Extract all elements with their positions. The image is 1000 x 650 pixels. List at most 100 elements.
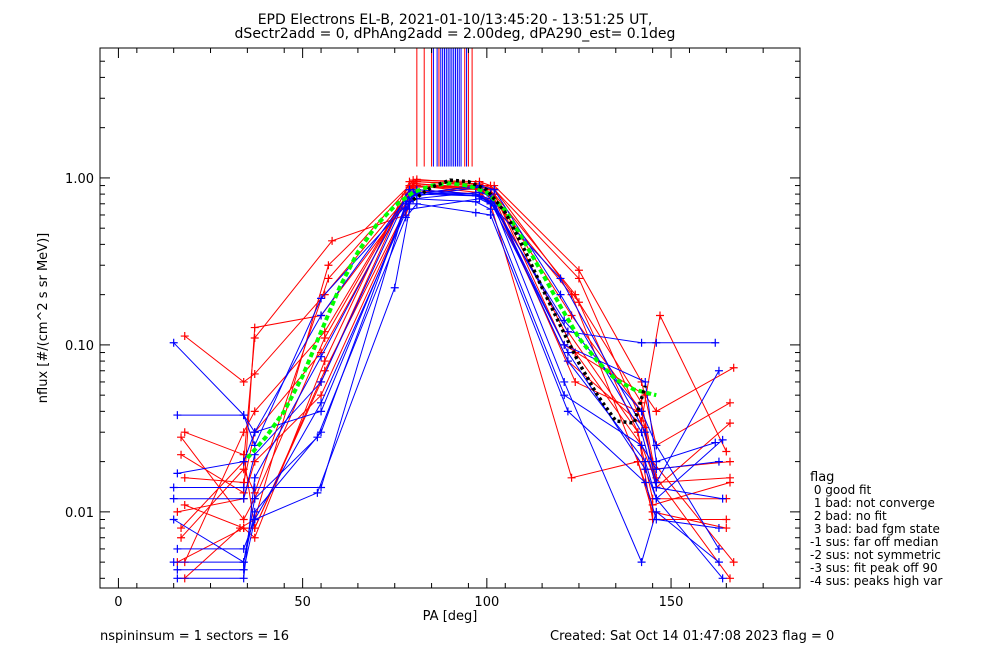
data-point-blue [239,411,248,420]
legend-title: flag [810,470,834,485]
series-line-blue [173,186,723,563]
data-point-blue [173,544,182,553]
data-point-red [726,574,734,583]
data-point-blue [239,457,248,466]
data-point-blue [313,488,322,497]
data-point-blue [711,338,720,347]
data-point-red [180,332,189,341]
data-point-blue [405,185,414,194]
fit-curves [245,178,657,460]
data-point-blue [250,483,259,492]
data-point-blue [652,457,661,466]
chart-subtitle: dSectr2add = 0, dPhAng2add = 2.00deg, dP… [235,26,676,42]
data-point-blue [641,457,650,466]
data-point-red [722,447,731,456]
legend-item: 3 bad: bad fgm state [810,522,940,536]
data-point-red [328,236,337,245]
data-point-blue [169,483,178,492]
data-point-blue [490,185,499,194]
data-point-blue [714,544,723,553]
data-point-blue [169,338,178,347]
data-point-blue [239,558,248,567]
legend-item: 2 bad: no fit [810,509,887,523]
data-point-red [250,457,259,466]
data-point-red [239,377,248,386]
legend: flag 0 good fit 1 bad: not converge 2 ba… [810,470,943,588]
data-point-blue [714,558,723,567]
series-line-red [177,189,731,513]
data-point-blue [401,204,410,213]
data-point-red [180,473,189,482]
data-point-red [239,515,248,524]
data-point-blue [390,283,399,292]
legend-item: -1 sus: far off median [810,535,938,549]
data-point-blue [563,407,572,416]
data-point-red [726,478,734,487]
data-point-blue [317,483,326,492]
data-point-blue [711,438,720,447]
data-point-blue [641,465,650,474]
data-point-blue [173,565,182,574]
series-line-red [180,178,731,579]
data-point-blue [471,208,480,217]
data-point-blue [317,294,326,303]
data-point-red [177,524,186,533]
data-point-blue [317,352,326,361]
data-point-red [722,524,731,533]
data-point-blue [239,574,248,583]
data-point-red [641,391,650,400]
data-point-red [250,524,259,533]
fit-curve-black [412,178,647,426]
data-point-blue [471,191,480,200]
data-point-red [652,407,661,416]
data-point-blue [637,428,646,437]
data-point-blue [317,398,326,407]
data-point-red [574,266,583,275]
data-point-red [574,298,583,307]
data-point-red [177,450,186,459]
data-point-red [317,391,326,400]
y-tick-label: 0.10 [65,339,94,354]
data-point-red [567,473,576,482]
data-point-blue [714,366,723,375]
data-point-blue [313,433,322,442]
data-point-red [324,261,333,270]
plot-frame [99,47,801,589]
data-point-blue [250,428,259,437]
data-point-blue [563,327,572,336]
series-line-blue [177,198,719,474]
data-point-blue [641,377,650,386]
data-point-red [173,507,182,516]
data-point-red [239,428,248,437]
data-point-red [250,533,259,542]
data-point-blue [652,515,661,524]
series-line-red [177,181,727,563]
series-line-blue [177,185,723,579]
data-point-blue [250,473,259,482]
series-line-blue [177,198,720,564]
data-point-red [726,419,734,428]
data-point-blue [563,357,572,366]
data-point-blue [718,494,727,503]
data-point-red [320,357,329,366]
data-point-red [180,500,189,509]
data-point-blue [714,457,723,466]
legend-item: -3 sus: fit peak off 90 [810,561,938,575]
data-point-blue [169,515,178,524]
data-point-blue [169,558,178,567]
data-point-red [656,311,664,320]
data-point-blue [637,338,646,347]
fit-marker-lines [416,48,473,167]
x-tick-label: 100 [474,595,499,610]
chart-title: EPD Electrons EL-B, 2021-01-10/13:45:20 … [258,12,653,28]
data-point-red [571,377,580,386]
data-point-blue [239,565,248,574]
y-tick-label: 1.00 [65,172,94,187]
y-axis-label: nflux [#/(cm^2 s sr MeV)] [36,233,51,403]
data-point-red [722,515,731,524]
data-point-blue [560,377,569,386]
data-point-red [574,274,583,283]
data-point-red [726,457,734,466]
data-point-blue [317,428,326,437]
